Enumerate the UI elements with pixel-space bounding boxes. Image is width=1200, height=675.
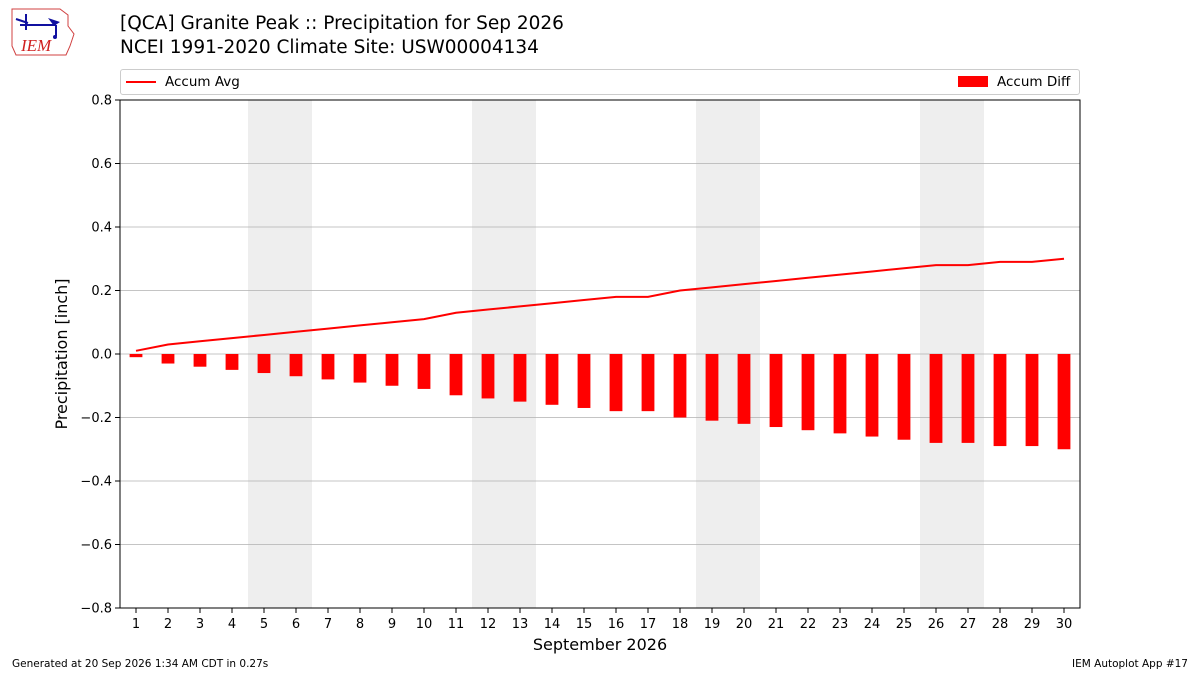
x-tick-label-14: 14 [544, 617, 561, 632]
y-tick-label-6: 0.4 [91, 221, 112, 236]
y-tick-label-7: 0.6 [91, 157, 112, 172]
y-axis-label: Precipitation [inch] [52, 278, 71, 429]
diff-bar-day-18 [673, 354, 687, 418]
x-tick-label-17: 17 [640, 617, 657, 632]
legend-label-accum-avg: Accum Avg [165, 74, 240, 90]
x-tick-label-11: 11 [448, 617, 465, 632]
diff-bar-day-17 [641, 354, 655, 412]
x-tick-label-16: 16 [608, 617, 625, 632]
app-credit: IEM Autoplot App #17 [1072, 658, 1188, 670]
diff-bar-day-29 [1025, 354, 1039, 447]
diff-bar-day-28 [993, 354, 1007, 447]
accum-diff-bars [129, 354, 1071, 450]
diff-bar-day-10 [417, 354, 431, 389]
diff-bar-day-22 [801, 354, 815, 431]
diff-bar-day-13 [513, 354, 527, 402]
x-tick-label-30: 30 [1056, 617, 1073, 632]
iem-logo: IEM [8, 6, 80, 58]
title-line-2: NCEI 1991-2020 Climate Site: USW00004134 [120, 37, 539, 58]
diff-bar-day-11 [449, 354, 463, 396]
diff-bar-day-7 [321, 354, 335, 380]
x-tick-label-29: 29 [1024, 617, 1041, 632]
title-line-1: [QCA] Granite Peak :: Precipitation for … [120, 13, 564, 34]
x-tick-label-5: 5 [260, 617, 268, 632]
diff-bar-day-5 [257, 354, 271, 374]
x-tick-label-9: 9 [388, 617, 396, 632]
x-tick-label-18: 18 [672, 617, 689, 632]
diff-bar-day-2 [161, 354, 175, 364]
y-tick-label-2: −0.4 [80, 475, 112, 490]
diff-bar-day-30 [1057, 354, 1071, 450]
y-tick-label-8: 0.8 [91, 94, 112, 109]
diff-bar-day-24 [865, 354, 879, 437]
y-tick-label-1: −0.6 [80, 538, 112, 553]
generated-timestamp: Generated at 20 Sep 2026 1:34 AM CDT in … [12, 658, 269, 670]
x-tick-label-28: 28 [992, 617, 1009, 632]
x-axis-label: September 2026 [533, 635, 667, 654]
diff-bar-day-27 [961, 354, 975, 443]
diff-bar-day-1 [129, 354, 143, 358]
x-axis-ticks: 1 2 3 4 5 6 7 8 9 10 11 12 13 14 15 16 17 18 19 20 21 22 23 24 2… [132, 608, 1072, 632]
chart-title: [QCA] Granite Peak :: Precipitation for … [120, 12, 564, 60]
diff-bar-day-4 [225, 354, 239, 370]
legend: Accum Avg Accum Diff [120, 69, 1080, 95]
x-tick-label-8: 8 [356, 617, 364, 632]
x-tick-label-23: 23 [832, 617, 849, 632]
x-tick-label-2: 2 [164, 617, 172, 632]
diff-bar-day-20 [737, 354, 751, 424]
y-tick-label-4: 0.0 [91, 348, 112, 363]
x-tick-label-26: 26 [928, 617, 945, 632]
diff-bar-day-25 [897, 354, 911, 440]
y-tick-label-3: −0.2 [80, 411, 112, 426]
diff-bar-day-6 [289, 354, 303, 377]
diff-bar-day-14 [545, 354, 559, 405]
legend-label-accum-diff: Accum Diff [997, 74, 1071, 90]
x-tick-label-25: 25 [896, 617, 913, 632]
x-tick-label-24: 24 [864, 617, 881, 632]
x-tick-label-3: 3 [196, 617, 204, 632]
diff-bar-day-23 [833, 354, 847, 434]
x-tick-label-6: 6 [292, 617, 300, 632]
diff-bar-day-19 [705, 354, 719, 421]
x-tick-label-22: 22 [800, 617, 817, 632]
legend-line-swatch [126, 81, 156, 83]
x-tick-label-10: 10 [416, 617, 433, 632]
diff-bar-day-8 [353, 354, 367, 383]
x-tick-label-4: 4 [228, 617, 236, 632]
x-tick-label-12: 12 [480, 617, 497, 632]
x-tick-label-7: 7 [324, 617, 332, 632]
y-tick-label-0: −0.8 [80, 602, 112, 617]
legend-bar-swatch [958, 76, 988, 87]
diff-bar-day-3 [193, 354, 207, 367]
diff-bar-day-26 [929, 354, 943, 443]
diff-bar-day-9 [385, 354, 399, 386]
x-tick-label-27: 27 [960, 617, 977, 632]
x-tick-label-20: 20 [736, 617, 753, 632]
y-axis-ticks: −0.8 −0.6 −0.4 −0.2 0.0 0.2 0.4 0.6 0.8 [80, 94, 120, 617]
accum-avg-line-group [135, 257, 1065, 352]
y-tick-label-5: 0.2 [91, 284, 112, 299]
x-tick-label-19: 19 [704, 617, 721, 632]
x-tick-label-1: 1 [132, 617, 140, 632]
diff-bar-day-21 [769, 354, 783, 428]
x-tick-label-21: 21 [768, 617, 785, 632]
diff-bar-day-15 [577, 354, 591, 408]
logo-text: IEM [20, 36, 52, 55]
accum-avg-line [135, 257, 1065, 352]
diff-bar-day-16 [609, 354, 623, 412]
x-tick-label-13: 13 [512, 617, 529, 632]
diff-bar-day-12 [481, 354, 495, 399]
x-tick-label-15: 15 [576, 617, 593, 632]
